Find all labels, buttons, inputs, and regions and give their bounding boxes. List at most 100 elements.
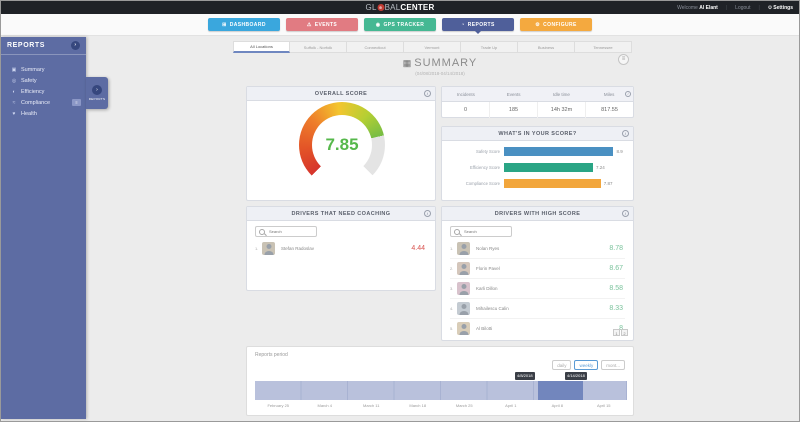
stat-value-events: 185 — [490, 102, 538, 118]
tab-group-3[interactable]: Connecticut — [347, 41, 404, 53]
high-score-list: 1. Nolan Ryes 8.78 2. Florin Pavel 8.67 … — [450, 239, 625, 338]
info-icon[interactable]: i — [424, 210, 431, 217]
nav-events-button[interactable]: ⚠ EVENTS — [286, 18, 358, 31]
driver-score: 8.78 — [609, 245, 623, 252]
driver-score: 8.67 — [609, 265, 623, 272]
bar-value: 8.9 — [616, 149, 623, 154]
tab-all-locations[interactable]: All Locations — [233, 41, 290, 53]
sidebar-item-efficiency[interactable]: ◐ Efficiency — [1, 86, 86, 97]
bar-label: Efficiency Score — [470, 165, 500, 170]
efficiency-score-bar — [504, 163, 594, 172]
page-2-button[interactable]: 2 — [621, 329, 628, 336]
rank-label: 4. — [450, 306, 454, 311]
sidebar-item-label: Health — [21, 110, 37, 117]
timeline-band[interactable] — [255, 381, 627, 400]
driver-name: Stefan Radoslav — [281, 246, 315, 251]
compliance-icon: ≈ — [12, 99, 16, 106]
logout-link[interactable]: Logout — [735, 4, 751, 11]
tab-group-7[interactable]: Tennessee — [575, 41, 632, 53]
period-buttons: daily weekly mont... — [552, 360, 625, 370]
stats-panel: Incidents Events Idle time Miles i 0 185… — [441, 86, 634, 118]
tab-group-6[interactable]: Business — [518, 41, 575, 53]
driver-score: 8.58 — [609, 285, 623, 292]
divider: | — [758, 4, 760, 11]
search-icon — [454, 228, 460, 235]
welcome-text: Welcome Al Elant — [677, 4, 718, 11]
coaching-list: 1. Stefan Radoslav 4.44 — [255, 239, 427, 258]
panel-header: DRIVERS THAT NEED COACHING i — [247, 207, 435, 221]
summary-icon: ▣ — [11, 66, 17, 73]
tab-group-2[interactable]: Suffolk - Norfolk — [290, 41, 347, 53]
nav-gps-tracker-button[interactable]: ◉ GPS TRACKER — [364, 18, 436, 31]
driver-row[interactable]: 1. Nolan Ryes 8.78 — [450, 239, 625, 258]
gear-icon: ⚙ — [767, 4, 773, 11]
driver-score: 8 — [619, 325, 625, 332]
sidebar-item-summary[interactable]: ▣ Summary — [1, 64, 86, 75]
health-icon: ♥ — [12, 110, 16, 117]
stat-value-idle-time: 14h 32m — [538, 102, 586, 118]
sidebar-item-compliance[interactable]: ≈ Compliance ≡ — [1, 97, 86, 108]
sidebar-item-label: Safety — [21, 77, 37, 84]
main-nav: ⊞ DASHBOARD ⚠ EVENTS ◉ GPS TRACKER ◔ REP… — [1, 14, 799, 36]
stat-header-incidents: Incidents — [456, 91, 475, 97]
nav-configure-button[interactable]: ⚙ CONFIGURE — [520, 18, 592, 31]
divider: | — [725, 4, 728, 11]
panel-header: OVERALL SCORE i — [247, 87, 435, 101]
driver-name: Mihailescu Calin — [476, 306, 509, 311]
sidebar-header: REPORTS › — [1, 37, 86, 55]
flyout-badge-icon: › — [92, 85, 102, 95]
info-icon[interactable]: i — [622, 130, 629, 137]
driver-row[interactable]: 3. Karli Dillon 8.58 — [450, 278, 625, 298]
tab-group-5[interactable]: Trade Up — [461, 41, 518, 53]
avatar — [457, 322, 470, 335]
sidebar-item-health[interactable]: ♥ Health — [1, 108, 86, 119]
info-icon[interactable]: i — [622, 210, 629, 217]
stat-header-events: Events — [506, 91, 521, 97]
rank-label: 3. — [450, 286, 454, 291]
compliance-expand-icon[interactable]: ≡ — [72, 99, 81, 106]
selected-range[interactable] — [538, 381, 583, 400]
bar-label: Compliance Score — [465, 181, 500, 186]
daily-button[interactable]: daily — [552, 360, 572, 370]
driver-row[interactable]: 4. Mihailescu Calin 8.33 — [450, 298, 625, 318]
reports-period-panel: Reports period daily weekly mont... 4/8/… — [246, 346, 634, 416]
caret-icon — [475, 31, 481, 34]
overall-score-panel: OVERALL SCORE i 7.85 — [246, 86, 436, 201]
monthly-button[interactable]: mont... — [601, 360, 625, 370]
search-icon — [259, 228, 265, 235]
efficiency-icon: ◐ — [12, 88, 16, 95]
score-gauge: 7.85 — [299, 102, 385, 188]
info-icon[interactable]: i — [625, 91, 631, 97]
settings-link[interactable]: ⚙Settings — [767, 4, 793, 11]
sidebar-item-label: Summary — [21, 66, 45, 73]
nav-reports-button[interactable]: ◔ REPORTS — [442, 18, 514, 34]
driver-row[interactable]: 1. Stefan Radoslav 4.44 — [255, 239, 427, 258]
driver-name: Al Bilotti — [476, 326, 493, 331]
driver-row[interactable]: 2. Florin Pavel 8.67 — [450, 258, 625, 278]
page-1-button[interactable]: 1 — [613, 329, 620, 336]
coaching-search-input[interactable] — [267, 228, 313, 235]
range-start-tooltip: 4/8/2018 — [515, 372, 535, 380]
sidebar-items: ▣ Summary ◎ Safety ◐ Efficiency ≈ Compli… — [1, 64, 86, 119]
sidebar-badge-icon[interactable]: › — [71, 41, 80, 50]
sidebar-item-safety[interactable]: ◎ Safety — [1, 75, 86, 86]
tab-group-4[interactable]: Vermont — [404, 41, 461, 53]
driver-row[interactable]: 5. Al Bilotti 8 — [450, 318, 625, 338]
reports-flyout-tab[interactable]: › REPORTS — [86, 77, 108, 109]
high-score-search-input[interactable] — [462, 228, 508, 235]
info-icon[interactable]: i — [424, 90, 431, 97]
configure-icon: ⚙ — [535, 21, 541, 28]
driver-score: 4.44 — [411, 245, 425, 252]
stats-value-row: 0 185 14h 32m 817.55 — [442, 102, 633, 118]
tick-label: March 18 — [409, 403, 427, 408]
efficiency-score-row: Efficiency Score 7.24 — [442, 162, 627, 173]
gps-icon: ◉ — [375, 21, 381, 28]
globe-icon: ⊕ — [377, 4, 385, 11]
compliance-score-bar — [504, 179, 601, 188]
weekly-button[interactable]: weekly — [574, 360, 599, 370]
tick-label: April 1 — [505, 403, 517, 408]
flyout-label: REPORTS — [88, 97, 106, 101]
nav-dashboard-button[interactable]: ⊞ DASHBOARD — [208, 18, 280, 31]
export-button[interactable]: ≡ — [618, 54, 629, 65]
reports-icon: ◔ — [461, 21, 465, 28]
